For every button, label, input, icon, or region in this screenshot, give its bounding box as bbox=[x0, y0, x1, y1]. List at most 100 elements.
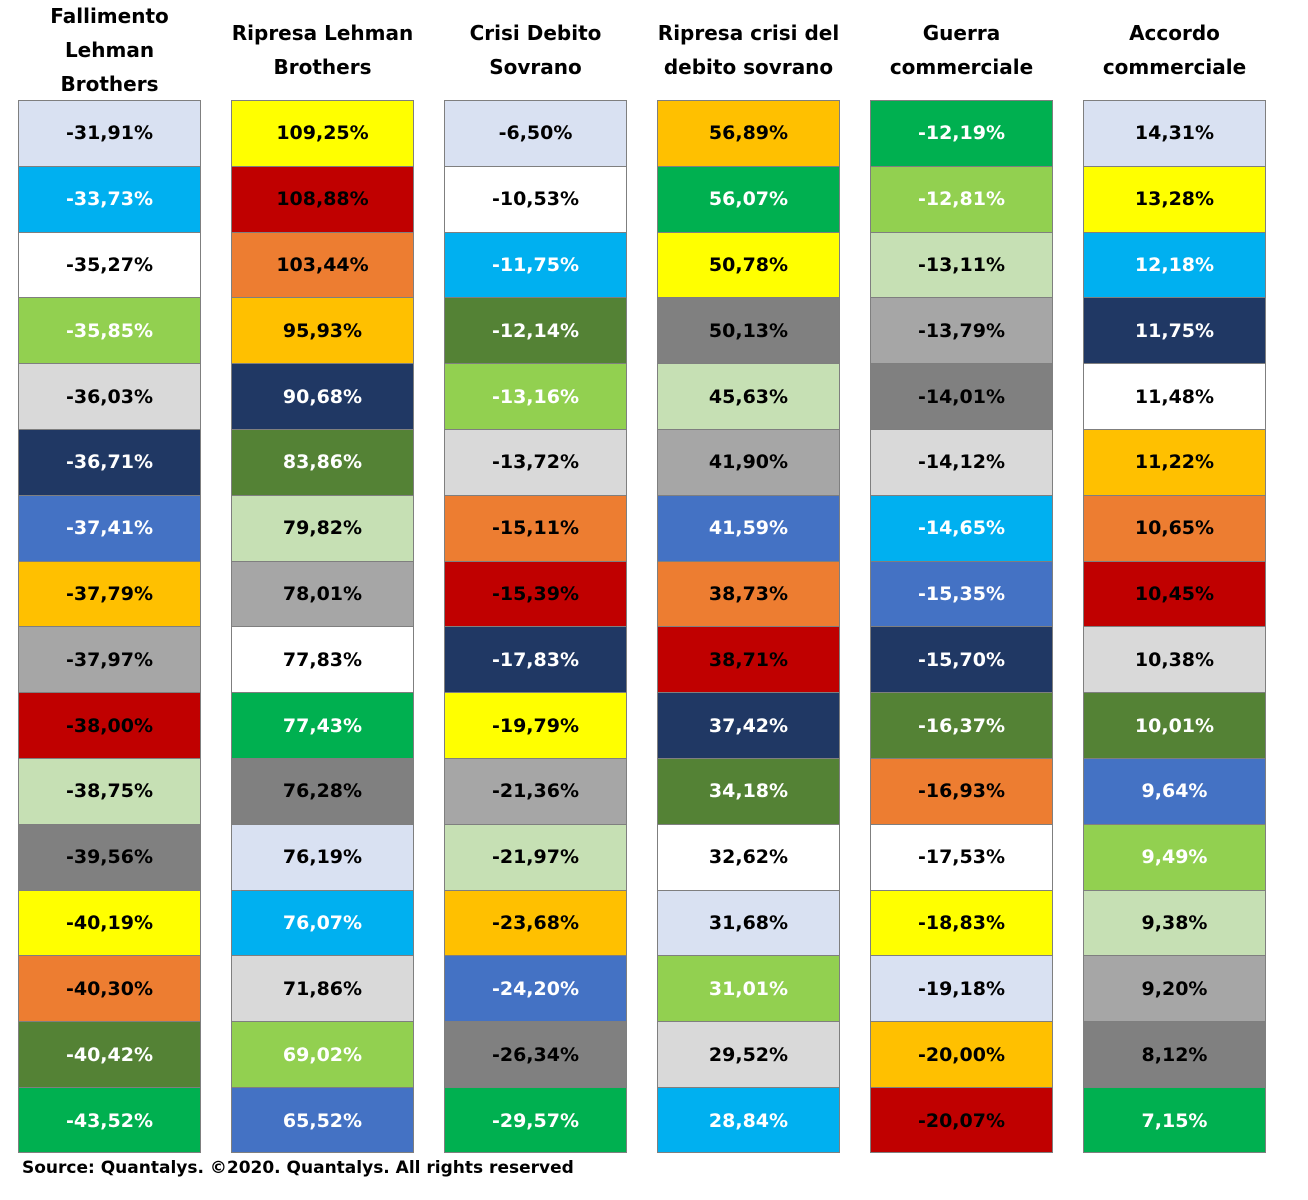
table-cell: -23,68% bbox=[445, 890, 626, 957]
column-title: Ripresa crisi del debito sovrano bbox=[657, 21, 840, 79]
table-cell: -21,36% bbox=[445, 758, 626, 825]
table-cell: 9,64% bbox=[1084, 758, 1265, 825]
table-cell: -16,93% bbox=[871, 758, 1052, 825]
column-title: Crisi Debito Sovrano bbox=[469, 21, 602, 79]
column-title: Ripresa Lehman Brothers bbox=[231, 21, 414, 79]
table-cell: 77,83% bbox=[232, 627, 413, 694]
table-cell: 41,59% bbox=[658, 495, 839, 562]
table-cell: -12,14% bbox=[445, 298, 626, 365]
table-cell: -35,85% bbox=[19, 298, 200, 365]
table-cell: -17,53% bbox=[871, 824, 1052, 891]
table-cell: 8,12% bbox=[1084, 1022, 1265, 1088]
column-title: Guerra commerciale bbox=[889, 21, 1034, 79]
table-cell: -37,97% bbox=[19, 627, 200, 694]
table-cell: -31,91% bbox=[19, 101, 200, 167]
column-cells: -12,19% -12,81% -13,11% -13,79% -14,01% -14,1… bbox=[870, 100, 1053, 1153]
table-cell: -17,83% bbox=[445, 627, 626, 694]
table-cell: -19,18% bbox=[871, 956, 1052, 1023]
table-cell: 71,86% bbox=[232, 956, 413, 1023]
table-cell: 10,65% bbox=[1084, 495, 1265, 562]
table-cell: -13,79% bbox=[871, 298, 1052, 365]
table-cell: -13,11% bbox=[871, 232, 1052, 299]
table-cell: 31,68% bbox=[658, 890, 839, 957]
table-cell: -38,00% bbox=[19, 693, 200, 759]
table-cell: 28,84% bbox=[658, 1087, 839, 1152]
table-cell: -39,56% bbox=[19, 824, 200, 891]
table-cell: 78,01% bbox=[232, 561, 413, 628]
table-cell: 95,93% bbox=[232, 298, 413, 365]
table-cell: 65,52% bbox=[232, 1087, 413, 1152]
table-cell: -10,53% bbox=[445, 166, 626, 233]
table-cell: -40,30% bbox=[19, 956, 200, 1023]
table-cell: 10,01% bbox=[1084, 693, 1265, 759]
table-cell: 7,15% bbox=[1084, 1087, 1265, 1152]
table-cell: 77,43% bbox=[232, 693, 413, 759]
table-cell: 11,22% bbox=[1084, 429, 1265, 496]
table-cell: -16,37% bbox=[871, 693, 1052, 759]
table-cell: 9,20% bbox=[1084, 956, 1265, 1023]
column-cells: -6,50% -10,53% -11,75% -12,14% -13,16% -13,72… bbox=[444, 100, 627, 1153]
table-cell: 10,38% bbox=[1084, 627, 1265, 694]
table-cell: -38,75% bbox=[19, 758, 200, 825]
table-cell: -43,52% bbox=[19, 1087, 200, 1152]
table-cell: -37,79% bbox=[19, 561, 200, 628]
table-cell: -40,19% bbox=[19, 890, 200, 957]
table-cell: 69,02% bbox=[232, 1022, 413, 1088]
table-cell: 90,68% bbox=[232, 364, 413, 430]
table-cell: 108,88% bbox=[232, 166, 413, 233]
column-cells: 56,89% 56,07% 50,78% 50,13% 45,63% 41,90% 41,5… bbox=[657, 100, 840, 1153]
table-cell: -18,83% bbox=[871, 890, 1052, 957]
column-cells: 109,25% 108,88% 103,44% 95,93% 90,68% 83,86% 7… bbox=[231, 100, 414, 1153]
table-cell: -29,57% bbox=[445, 1087, 626, 1152]
table-cell: -6,50% bbox=[445, 101, 626, 167]
table-cell: -15,39% bbox=[445, 561, 626, 628]
table-cell: -12,81% bbox=[871, 166, 1052, 233]
table-cell: -20,00% bbox=[871, 1022, 1052, 1088]
table-cell: 32,62% bbox=[658, 824, 839, 891]
table-cell: 9,38% bbox=[1084, 890, 1265, 957]
table-cell: -20,07% bbox=[871, 1087, 1052, 1152]
table-cell: -15,11% bbox=[445, 495, 626, 562]
table-cell: 38,71% bbox=[658, 627, 839, 694]
table-cell: 79,82% bbox=[232, 495, 413, 562]
table-cell: 11,48% bbox=[1084, 364, 1265, 430]
table-cell: 14,31% bbox=[1084, 101, 1265, 167]
column-title: Accordo commerciale bbox=[1102, 21, 1247, 79]
table-cell: 37,42% bbox=[658, 693, 839, 759]
table-cell: 83,86% bbox=[232, 429, 413, 496]
table-cell: -21,97% bbox=[445, 824, 626, 891]
column-cells: 14,31% 13,28% 12,18% 11,75% 11,48% 11,22% 10,6… bbox=[1083, 100, 1266, 1153]
table-cell: 76,19% bbox=[232, 824, 413, 891]
table-cell: 76,28% bbox=[232, 758, 413, 825]
table-cell: -40,42% bbox=[19, 1022, 200, 1088]
table-cell: -37,41% bbox=[19, 495, 200, 562]
table-cell: -36,03% bbox=[19, 364, 200, 430]
table-cell: 10,45% bbox=[1084, 561, 1265, 628]
table-cell: -14,12% bbox=[871, 429, 1052, 496]
table-cell: 45,63% bbox=[658, 364, 839, 430]
column-title: Fallimento Lehman Brothers bbox=[50, 4, 169, 96]
table-cell: 103,44% bbox=[232, 232, 413, 299]
table-cell: -15,35% bbox=[871, 561, 1052, 628]
table-cell: 11,75% bbox=[1084, 298, 1265, 365]
table-cell: -36,71% bbox=[19, 429, 200, 496]
table-cell: 34,18% bbox=[658, 758, 839, 825]
table-cell: 109,25% bbox=[232, 101, 413, 167]
table-cell: -24,20% bbox=[445, 956, 626, 1023]
table-cell: 9,49% bbox=[1084, 824, 1265, 891]
table-cell: 13,28% bbox=[1084, 166, 1265, 233]
table-cell: 50,13% bbox=[658, 298, 839, 365]
table-cell: 38,73% bbox=[658, 561, 839, 628]
table-cell: -26,34% bbox=[445, 1022, 626, 1088]
table-cell: -14,65% bbox=[871, 495, 1052, 562]
table-cell: 29,52% bbox=[658, 1022, 839, 1088]
table-cell: -14,01% bbox=[871, 364, 1052, 430]
table-cell: -11,75% bbox=[445, 232, 626, 299]
source-note: Source: Quantalys. ©2020. Quantalys. All… bbox=[22, 1158, 574, 1178]
table-cell: 12,18% bbox=[1084, 232, 1265, 299]
table-cell: -19,79% bbox=[445, 693, 626, 759]
table-cell: 41,90% bbox=[658, 429, 839, 496]
table-cell: 31,01% bbox=[658, 956, 839, 1023]
table-cell: -13,16% bbox=[445, 364, 626, 430]
table-cell: -12,19% bbox=[871, 101, 1052, 167]
